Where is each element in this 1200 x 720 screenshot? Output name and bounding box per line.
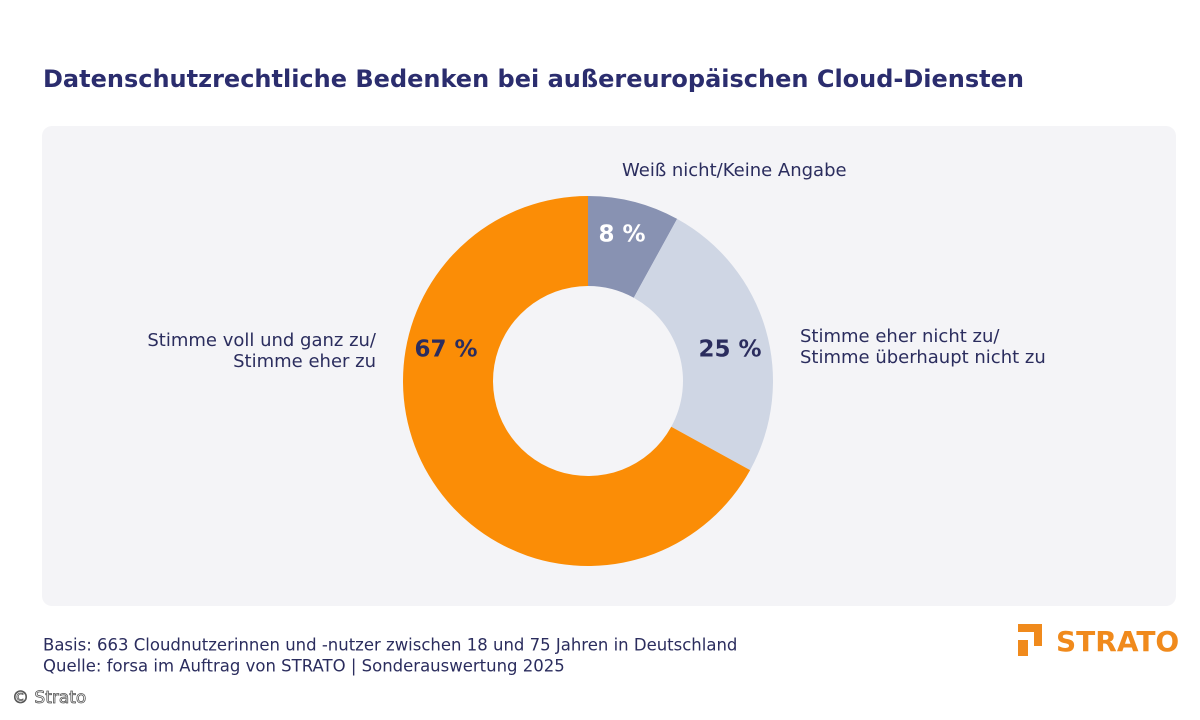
panel (42, 126, 1176, 606)
donut-slice (403, 196, 751, 567)
chart-title: Datenschutzrechtliche Bedenken bei außer… (43, 65, 1024, 93)
value-label: 25 % (698, 337, 761, 363)
category-label: Stimme voll und ganz zu/ Stimme eher zu (147, 330, 376, 372)
category-label: Weiß nicht/Keine Angabe (622, 160, 847, 181)
footer-source: Quelle: forsa im Auftrag von STRATO | So… (43, 657, 565, 676)
donut-slice (588, 196, 678, 298)
donut-slice (633, 218, 774, 471)
logo-icon (1018, 624, 1042, 656)
logo-text: STRATO (1056, 625, 1179, 658)
category-label: Stimme eher nicht zu/ Stimme überhaupt n… (800, 326, 1046, 368)
credit: © Strato (12, 688, 86, 708)
value-label: 8 % (598, 222, 645, 248)
value-label: 67 % (414, 337, 477, 363)
footer-basis: Basis: 663 Cloudnutzerinnen und -nutzer … (43, 636, 737, 655)
